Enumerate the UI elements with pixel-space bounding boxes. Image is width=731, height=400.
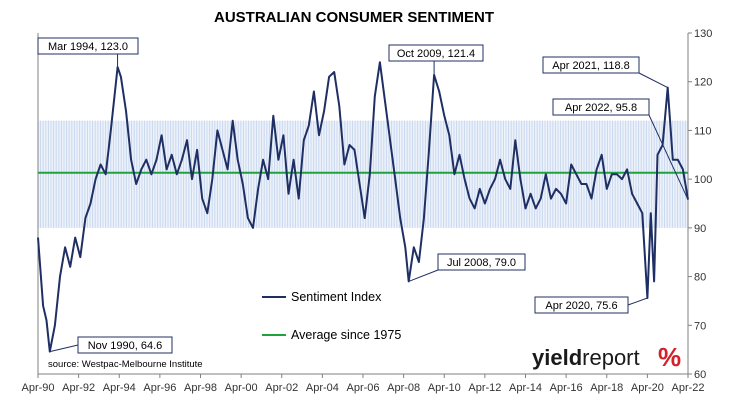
annotation-connector (648, 114, 689, 200)
y-tick-label: 70 (694, 320, 706, 332)
x-tick-label: Apr-00 (225, 382, 258, 394)
x-tick-label: Apr-14 (509, 382, 542, 394)
x-tick-label: Apr-22 (671, 382, 704, 394)
y-tick-label: 130 (694, 28, 712, 40)
yieldreport-logo: yieldreport % (532, 342, 681, 372)
annotation-label: Jul 2008, 79.0 (447, 257, 516, 269)
x-tick-label: Apr-12 (468, 382, 501, 394)
x-tick-label: Apr-20 (631, 382, 664, 394)
legend-label-average: Average since 1975 (291, 328, 401, 342)
y-tick-label: 120 (694, 77, 712, 89)
annotation-label: Apr 2020, 75.6 (545, 300, 617, 312)
y-tick-label: 60 (694, 369, 706, 381)
annotation-label: Apr 2021, 118.8 (552, 60, 629, 72)
x-tick-label: Apr-02 (265, 382, 298, 394)
annotation-connector (49, 344, 79, 353)
x-tick-label: Apr-10 (428, 382, 461, 394)
logo-part-report: report (582, 345, 639, 370)
annotation-box (437, 253, 526, 271)
x-tick-label: Apr-92 (62, 382, 95, 394)
annotation-label: Mar 1994, 123.0 (48, 41, 128, 53)
annotation-connector (627, 297, 648, 306)
x-tick-label: Apr-96 (143, 382, 176, 394)
annotation-box (77, 336, 173, 354)
axis-layer: 60 70 80 90 100 110 120 130 Apr-90 Apr-92 Apr-94 Ap… (21, 28, 712, 394)
x-tick-label: Apr-16 (550, 382, 583, 394)
annotation-box (542, 56, 640, 74)
annotation-layer: Mar 1994, 123.0 Nov 1990, 64.6 Oct 2009, 1… (37, 37, 689, 354)
y-tick-label: 90 (694, 223, 706, 235)
legend: Sentiment Index Average since 1975 (262, 290, 401, 342)
x-tick-label: Apr-18 (590, 382, 623, 394)
annotation-box (37, 37, 139, 55)
annotation-label: Nov 1990, 64.6 (88, 340, 163, 352)
annotation-box (552, 98, 650, 116)
x-tick-label: Apr-08 (387, 382, 420, 394)
annotation-box (388, 44, 484, 62)
x-tick-label: Apr-98 (184, 382, 217, 394)
annotation-label: Oct 2009, 121.4 (397, 48, 475, 60)
logo-percent: % (658, 342, 681, 372)
legend-label-sentiment: Sentiment Index (291, 290, 382, 304)
chart-title: AUSTRALIAN CONSUMER SENTIMENT (214, 9, 494, 26)
y-tick-label: 110 (694, 125, 712, 137)
x-tick-label: Apr-04 (306, 382, 339, 394)
logo-part-yield: yield (532, 345, 582, 370)
svg-text:yieldreport: yieldreport (532, 345, 640, 370)
annotation-connector (408, 269, 439, 282)
series-layer (37, 61, 689, 353)
source-note: source: Westpac-Melbourne Institute (48, 359, 203, 370)
annotation-connector (638, 72, 668, 89)
y-tick-label: 80 (694, 272, 706, 284)
x-tick-label: Apr-94 (103, 382, 136, 394)
sentiment-index-line (37, 61, 689, 353)
x-tick-label: Apr-06 (346, 382, 379, 394)
x-tick-label: Apr-90 (21, 382, 54, 394)
y-tick-label: 100 (694, 174, 712, 186)
annotation-box (534, 296, 629, 314)
annotation-label: Apr 2022, 95.8 (565, 102, 637, 114)
